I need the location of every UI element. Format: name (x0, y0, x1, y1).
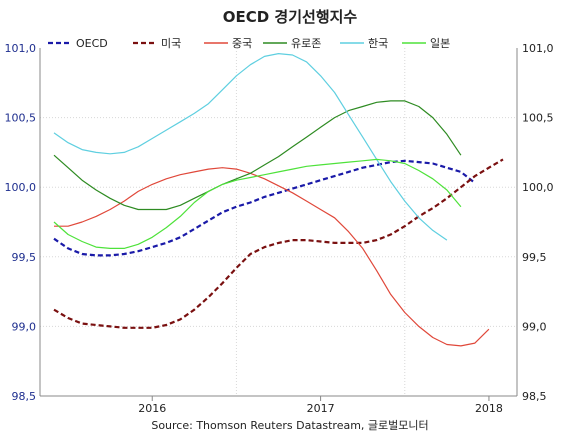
y-tick-right: 98,5 (522, 390, 547, 403)
tick-labels: 98,5 98,5 99,0 99,0 99,5 99,5 100,0 100,0 100,5 1… (5, 42, 554, 415)
series-line-중국 (54, 167, 490, 347)
series-line-한국 (53, 53, 448, 241)
series-line-일본 (53, 158, 462, 249)
legend-label: 미국 (161, 37, 181, 50)
grid (40, 48, 517, 396)
x-tick-label: 2018 (475, 402, 503, 415)
y-tick-right: 99,5 (522, 251, 547, 264)
legend-label: 일본 (430, 36, 450, 50)
y-tick-right: 101,0 (522, 42, 554, 55)
legend-label: 유로존 (291, 37, 321, 50)
series-line-유로존 (53, 100, 462, 211)
y-tick-left: 100,5 (5, 112, 37, 125)
y-tick-left: 101,0 (5, 42, 37, 55)
y-tick-left: 99,0 (12, 320, 37, 333)
y-tick-right: 99,0 (522, 320, 547, 333)
chart-title: OECD 경기선행지수 (223, 8, 358, 26)
y-tick-right: 100,0 (522, 181, 554, 194)
y-tick-right: 100,5 (522, 112, 554, 125)
x-tick-label: 2017 (307, 402, 335, 415)
x-tick-label: 2016 (138, 402, 166, 415)
series-line-미국 (53, 158, 504, 329)
legend: OECD 미국 중국 유로존 한국 일본 (48, 36, 450, 50)
y-tick-left: 100,0 (5, 181, 37, 194)
axes (39, 48, 518, 401)
legend-label: 중국 (232, 37, 252, 50)
series-lines (53, 53, 504, 347)
source-note: Source: Thomson Reuters Datastream, 글로벌모… (151, 419, 428, 432)
y-tick-left: 99,5 (12, 251, 37, 264)
y-tick-left: 98,5 (12, 390, 37, 403)
legend-label: OECD (76, 37, 108, 50)
series-line-OECD (53, 159, 476, 257)
legend-label: 한국 (368, 37, 388, 50)
